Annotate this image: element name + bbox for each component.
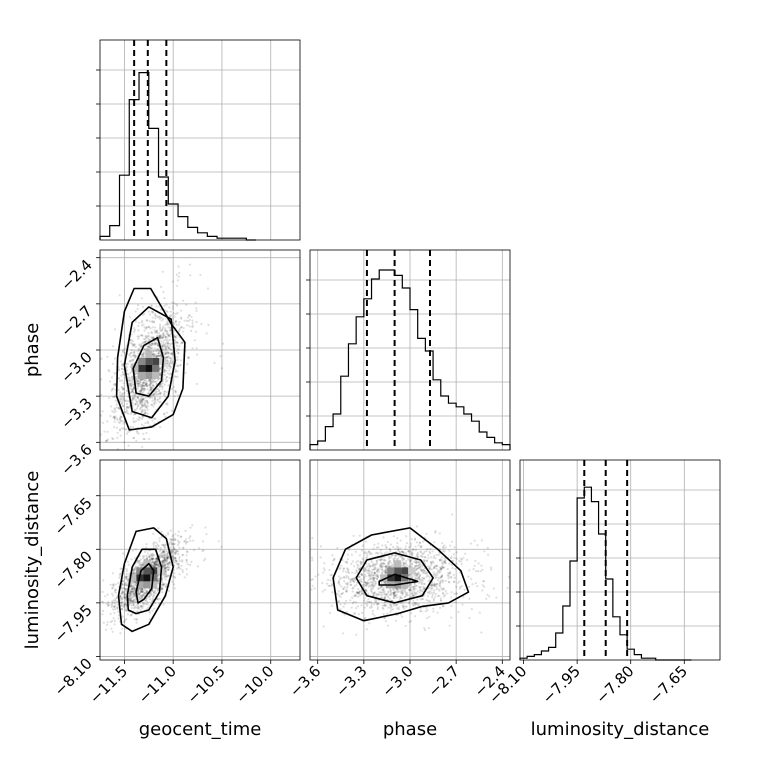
y-axis-label-phase: phase	[22, 323, 43, 377]
panel-hist-phase-bars	[309, 269, 511, 450]
panel-geocent-time-vs-phase-contour-1	[123, 306, 176, 419]
xtick-label-luminosity-distance-1: −7.95	[539, 662, 584, 707]
panel-geocent-time-vs-luminosity-distance-contour-2	[117, 527, 174, 633]
panel-geocent-time-vs-luminosity-distance-frame	[99, 459, 301, 661]
xtick-label-geocent-time-3: −10.0	[232, 662, 277, 707]
x-axis-label-phase: phase	[383, 719, 437, 740]
panel-geocent-time-vs-luminosity-distance-background	[100, 460, 300, 660]
panel-geocent-time-vs-luminosity-distance-contour-1	[126, 548, 163, 615]
panel-geocent-time-vs-phase-contour-2	[115, 287, 186, 431]
ytick-label-luminosity-distance-3: −7.65	[51, 494, 96, 539]
x-axis-label-luminosity-distance: luminosity_distance	[531, 719, 710, 740]
xtick-label-phase-1: −3.3	[332, 662, 370, 700]
ytick-label-phase-1: −3.3	[57, 394, 95, 432]
panel-phase-vs-luminosity-distance-contour-1	[355, 552, 434, 604]
ytick-label-phase-4: −2.4	[57, 256, 95, 294]
xtick-label-luminosity-distance-3: −7.65	[646, 662, 691, 707]
panel-geocent-time-vs-phase-content	[100, 263, 225, 450]
panel-phase-vs-luminosity-distance-scatter	[310, 513, 510, 636]
ytick-label-luminosity-distance-2: −7.80	[51, 547, 96, 592]
ytick-label-luminosity-distance-1: −7.95	[51, 601, 96, 646]
panel-hist-phase-frame	[309, 249, 511, 451]
ytick-label-phase-3: −2.7	[57, 302, 95, 340]
ytick-label-phase-0: −3.6	[57, 440, 95, 478]
xtick-label-phase-2: −3.0	[378, 662, 416, 700]
ytick-label-phase-2: −3.0	[57, 348, 95, 386]
panel-geocent-time-vs-luminosity-distance-content	[101, 524, 223, 635]
panel-phase-vs-luminosity-distance-content	[310, 513, 510, 636]
panel-phase-vs-luminosity-distance-contour-0	[378, 573, 419, 586]
panel-geocent-time-vs-phase-contour-0	[132, 336, 165, 397]
xtick-label-phase-3: −2.7	[424, 662, 462, 700]
xtick-label-geocent-time-1: −11.0	[135, 662, 180, 707]
panel-hist-luminosity-distance-bars	[519, 486, 692, 661]
xtick-label-phase-0: −3.6	[286, 662, 324, 700]
x-axis-label-geocent-time: geocent_time	[139, 719, 262, 740]
panel-phase-vs-luminosity-distance-contour-2	[332, 527, 470, 622]
y-axis-label-luminosity-distance: luminosity_distance	[22, 471, 43, 650]
xtick-label-geocent-time-2: −10.5	[184, 662, 229, 707]
panel-geocent-time-vs-luminosity-distance-contour-0	[135, 562, 155, 604]
panel-hist-luminosity-distance-frame	[519, 459, 721, 661]
panel-hist-geocent-time-bars	[99, 72, 257, 241]
xtick-label-luminosity-distance-2: −7.80	[592, 662, 637, 707]
panel-hist-geocent-time-frame	[99, 39, 301, 241]
